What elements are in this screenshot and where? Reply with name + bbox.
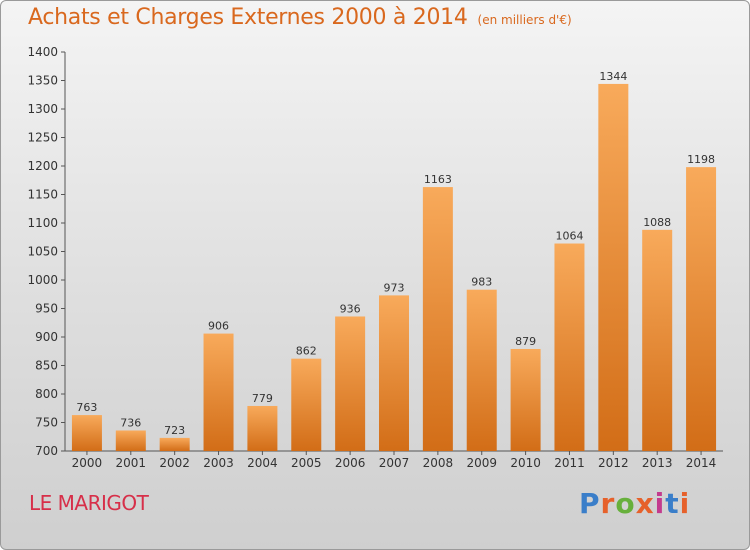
data-label-2007: 973 — [384, 281, 405, 294]
bar-2007 — [379, 295, 409, 451]
data-label-2006: 936 — [340, 302, 361, 315]
y-tick-label: 1150 — [27, 188, 58, 202]
chart-title: Achats et Charges Externes 2000 à 2014 — [28, 5, 468, 30]
y-tick-label: 700 — [35, 444, 58, 458]
x-tick-label-2004: 2004 — [247, 456, 278, 470]
x-tick-label-2003: 2003 — [203, 456, 234, 470]
y-tick-label: 1400 — [27, 45, 58, 59]
data-label-2002: 723 — [164, 424, 185, 437]
bar-2004 — [247, 405, 278, 451]
y-tick-label: 800 — [35, 387, 58, 401]
x-tick-label-2013: 2013 — [642, 456, 673, 470]
x-tick-label-2006: 2006 — [335, 456, 366, 470]
bar-2000 — [71, 415, 102, 451]
bar-2009 — [466, 289, 497, 451]
data-label-2014: 1198 — [687, 153, 715, 166]
y-tick-label: 1000 — [27, 273, 58, 287]
x-tick-label-2007: 2007 — [379, 456, 410, 470]
y-tick-label: 1300 — [27, 102, 58, 116]
bar-2005 — [291, 358, 322, 451]
x-tick-label-2002: 2002 — [159, 456, 190, 470]
bar-2002 — [159, 437, 190, 451]
x-tick-label-2008: 2008 — [423, 456, 454, 470]
data-label-2000: 763 — [76, 401, 97, 414]
bar-2001 — [115, 430, 146, 451]
data-label-2012: 1344 — [599, 70, 627, 83]
data-label-2008: 1163 — [424, 173, 452, 186]
logo-letter: t — [665, 487, 680, 520]
bar-2006 — [335, 316, 366, 451]
bar-2012 — [598, 83, 629, 452]
x-tick-label-2010: 2010 — [510, 456, 541, 470]
data-label-2009: 983 — [471, 276, 492, 289]
data-label-2010: 879 — [515, 335, 536, 348]
bar-2013 — [642, 229, 673, 451]
logo-letter: o — [615, 487, 636, 520]
y-tick-label: 900 — [35, 330, 58, 344]
proxiti-logo: Proxiti — [579, 487, 690, 520]
y-tick-label: 750 — [35, 416, 58, 430]
x-tick-label-2012: 2012 — [598, 456, 629, 470]
bar-2008 — [422, 187, 453, 451]
data-label-2011: 1064 — [555, 230, 583, 243]
bar-2011 — [554, 243, 585, 451]
x-tick-label-2000: 2000 — [72, 456, 103, 470]
logo-letter: r — [600, 487, 616, 520]
x-tick-label-2005: 2005 — [291, 456, 322, 470]
x-tick-label-2009: 2009 — [466, 456, 497, 470]
chart-subtitle: (en milliers d'€) — [477, 13, 572, 27]
y-tick-label: 850 — [35, 359, 58, 373]
bar-2010 — [510, 348, 541, 451]
y-tick-label: 950 — [35, 302, 58, 316]
bar-2003 — [203, 333, 234, 451]
x-tick-label-2001: 2001 — [116, 456, 147, 470]
data-label-2003: 906 — [208, 320, 229, 333]
y-tick-label: 1100 — [27, 216, 58, 230]
data-label-2013: 1088 — [643, 216, 671, 229]
data-label-2004: 779 — [252, 392, 273, 405]
data-label-2005: 862 — [296, 345, 317, 358]
logo-letter: x — [635, 487, 655, 520]
x-tick-label-2014: 2014 — [686, 456, 717, 470]
logo-letter: P — [579, 487, 601, 520]
title-row: Achats et Charges Externes 2000 à 2014 (e… — [28, 5, 572, 30]
commune-name: LE MARIGOT — [29, 491, 149, 515]
data-label-2001: 736 — [120, 416, 141, 429]
bar-2014 — [686, 167, 717, 451]
logo-letter: i — [654, 487, 666, 520]
y-tick-label: 1350 — [27, 74, 58, 88]
y-tick-label: 1200 — [27, 159, 58, 173]
y-tick-label: 1250 — [27, 131, 58, 145]
y-tick-label: 1050 — [27, 245, 58, 259]
x-tick-label-2011: 2011 — [554, 456, 585, 470]
logo-letter: i — [679, 487, 691, 520]
